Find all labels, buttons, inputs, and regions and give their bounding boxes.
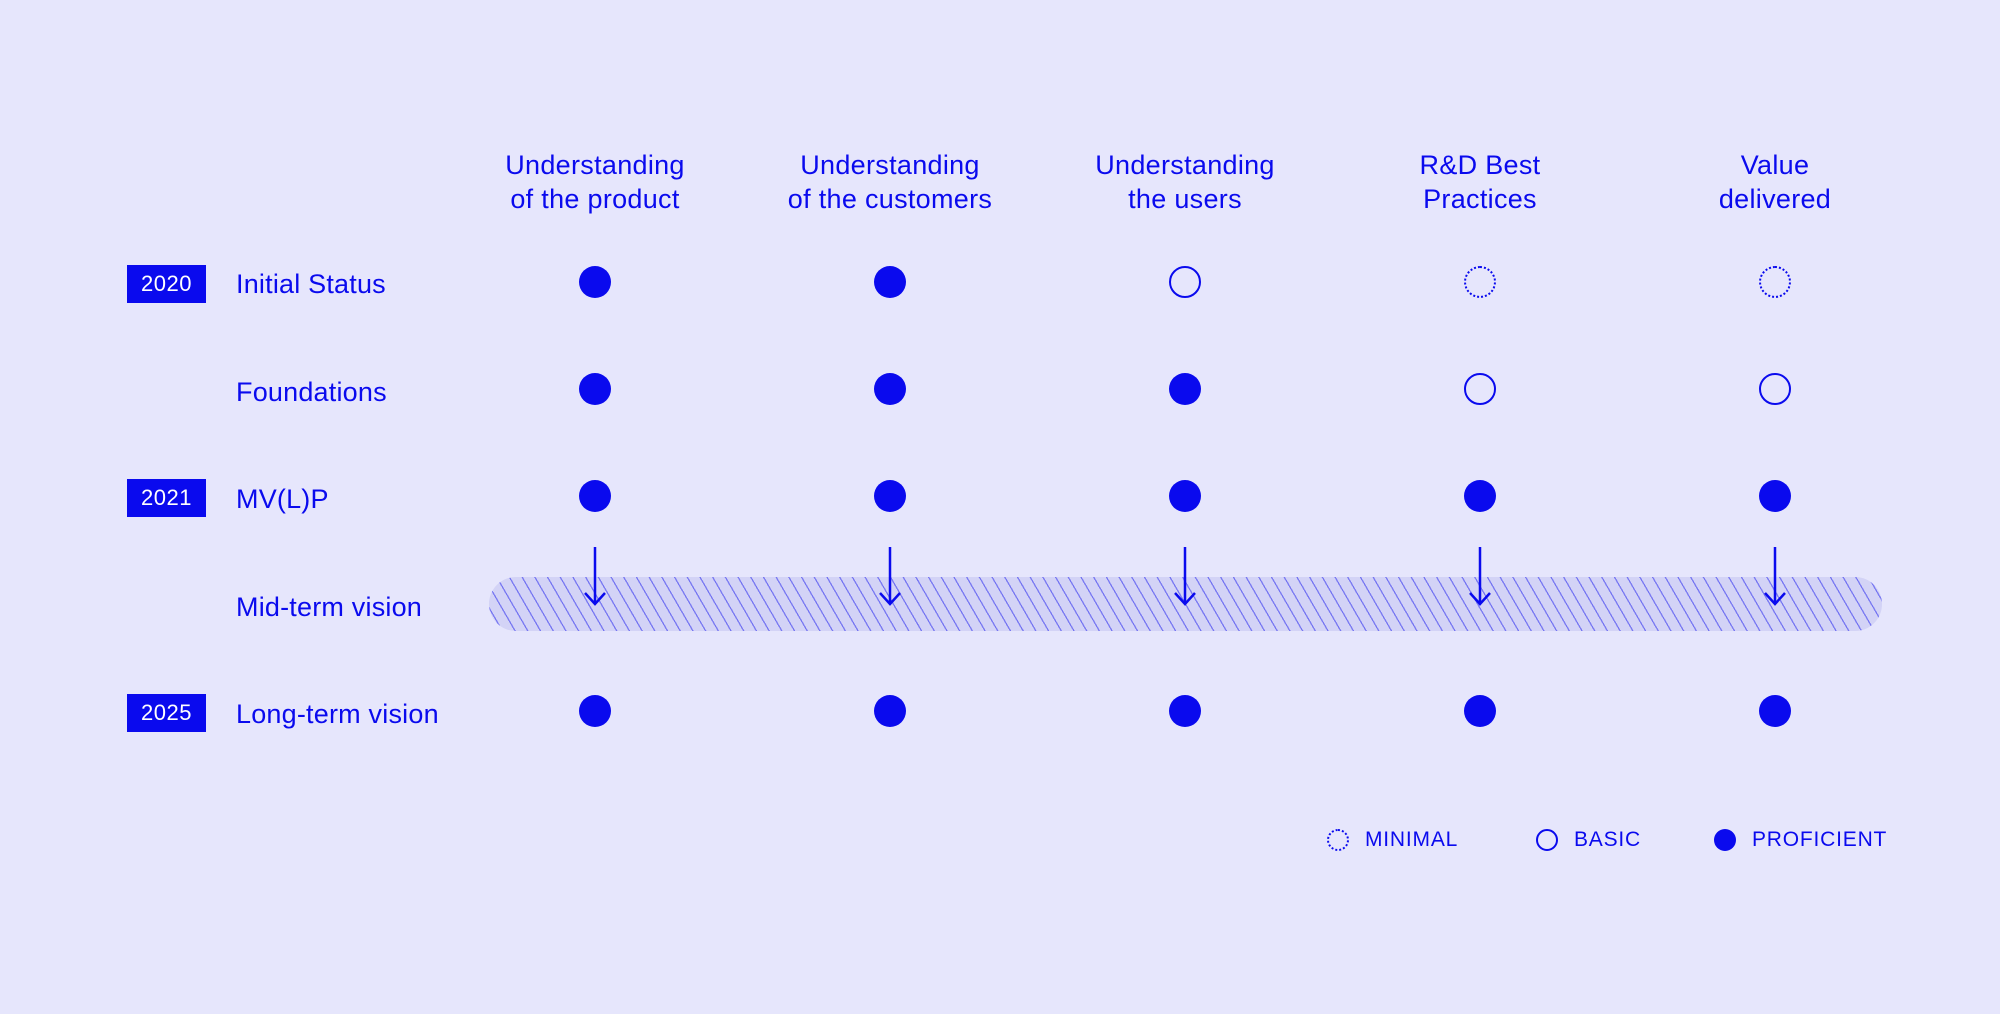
column-header-line: delivered [1718,184,1832,214]
proficient-level-icon [579,373,611,405]
column-header-line: the users [1128,184,1242,214]
basic-level-icon [1536,829,1558,851]
year-badge-2025: 2025 [127,694,206,732]
basic-level-icon [1464,373,1496,405]
arrow-down-icon [879,547,901,606]
minimal-level-icon [1464,266,1496,298]
column-header-value: Value delivered [1655,148,1895,216]
column-header-rd-practices: R&D Best Practices [1360,148,1600,216]
arrow-down-icon [1764,547,1786,606]
arrow-down-icon [1469,547,1491,606]
row-label-mid-term-vision: Mid-term vision [236,592,423,622]
minimal-level-icon [1759,266,1791,298]
legend-label: PROFICIENT [1752,828,1888,851]
proficient-level-icon [579,266,611,298]
proficient-level-icon [874,695,906,727]
legend-minimal: MINIMAL [1327,826,1458,854]
column-header-users: Understanding the users [1065,148,1305,216]
proficient-level-icon [1169,373,1201,405]
column-header-line: Practices [1423,184,1537,214]
row-label-initial-status: Initial Status [236,269,386,299]
arrow-down-icon [584,547,606,606]
row-label-mvlp: MV(L)P [236,484,329,514]
column-header-line: Understanding [1095,150,1275,180]
minimal-level-icon [1327,829,1349,851]
proficient-level-icon [1714,829,1736,851]
row-label-long-term-vision: Long-term vision [236,699,439,729]
column-header-product: Understanding of the product [475,148,715,216]
legend-proficient: PROFICIENT [1714,826,1887,854]
proficient-level-icon [1464,480,1496,512]
basic-level-icon [1169,266,1201,298]
proficient-level-icon [874,373,906,405]
proficient-level-icon [874,480,906,512]
column-header-line: R&D Best [1419,150,1541,180]
row-label-foundations: Foundations [236,377,387,407]
proficient-level-icon [1169,480,1201,512]
column-header-line: of the product [510,184,680,214]
legend-label: BASIC [1574,828,1642,851]
column-header-line: of the customers [787,184,993,214]
proficient-level-icon [1169,695,1201,727]
year-badge-2021: 2021 [127,479,206,517]
arrow-down-icon [1174,547,1196,606]
column-header-line: Understanding [505,150,685,180]
legend-label: MINIMAL [1365,828,1459,851]
proficient-level-icon [579,695,611,727]
proficient-level-icon [874,266,906,298]
basic-level-icon [1759,373,1791,405]
column-header-line: Understanding [800,150,980,180]
column-header-customers: Understanding of the customers [770,148,1010,216]
proficient-level-icon [1464,695,1496,727]
year-badge-2020: 2020 [127,265,206,303]
proficient-level-icon [1759,695,1791,727]
legend-basic: BASIC [1536,826,1641,854]
proficient-level-icon [579,480,611,512]
proficient-level-icon [1759,480,1791,512]
column-header-line: Value [1740,150,1810,180]
